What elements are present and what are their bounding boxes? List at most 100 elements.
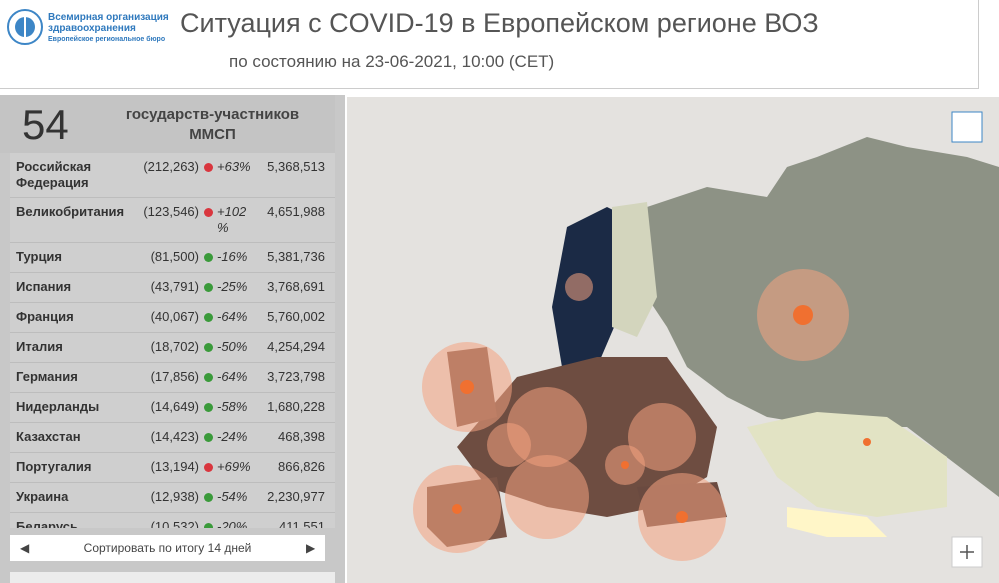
status-dot xyxy=(204,373,213,382)
sort-label[interactable]: Сортировать по итогу 14 дней xyxy=(83,541,252,555)
status-cell xyxy=(199,429,217,446)
country-name: Испания xyxy=(16,279,72,294)
total-cases: 411,551 xyxy=(278,519,325,528)
change: -20% xyxy=(217,519,248,528)
country-name: Турция xyxy=(16,249,63,264)
dots xyxy=(452,305,871,523)
legend-button[interactable] xyxy=(951,111,983,143)
cases-14d: (12,938) xyxy=(150,489,199,504)
total-cases: 468,398 xyxy=(278,429,325,444)
total-cases: 5,760,002 xyxy=(267,309,325,324)
country-name: Украина xyxy=(16,489,69,504)
left-panel: 54 государств-участников ММСП Российская… xyxy=(0,95,345,583)
total-cases: 4,254,294 xyxy=(267,339,325,354)
country-name: Германия xyxy=(16,369,78,384)
cases-14d: (212,263) xyxy=(143,159,199,174)
change: -54% xyxy=(217,489,248,504)
cases-14d: (13,194) xyxy=(150,459,199,474)
total-cases: 866,826 xyxy=(278,459,325,474)
change: -16% xyxy=(217,249,248,264)
country-row: Украина (12,938) -54% 2,230,977 xyxy=(10,483,335,513)
total-cases: 4,651,988 xyxy=(267,204,325,219)
who-emblem xyxy=(7,9,43,45)
total-cases: 2,230,977 xyxy=(267,489,325,504)
status-dot xyxy=(204,163,213,172)
status-dot xyxy=(204,463,213,472)
change: -50% xyxy=(217,339,248,354)
country-row: Португалия (13,194) +69% 866,826 xyxy=(10,453,335,483)
total-cases: 3,723,798 xyxy=(267,369,325,384)
change: +63% xyxy=(217,159,251,174)
status-dot xyxy=(204,523,213,528)
total-cases: 3,768,691 xyxy=(267,279,325,294)
cases-14d: (18,702) xyxy=(150,339,199,354)
total-cases: 5,368,513 xyxy=(267,159,325,174)
status-dot xyxy=(204,283,213,292)
finland xyxy=(612,202,657,337)
country-list: Российская Федерация (212,263) +63% 5,368,5… xyxy=(10,153,335,528)
country-name: Беларусь xyxy=(16,519,78,528)
country-row: Казахстан (14,423) -24% 468,398 xyxy=(10,423,335,453)
country-name: Великобритания xyxy=(16,204,125,219)
country-name: Нидерланды xyxy=(16,399,100,414)
cases-14d: (123,546) xyxy=(143,204,199,219)
status-cell xyxy=(199,279,217,296)
next-card xyxy=(10,572,335,583)
status-cell xyxy=(199,204,217,236)
status-cell xyxy=(199,399,217,416)
status-dot xyxy=(204,253,213,262)
country-row: Испания (43,791) -25% 3,768,691 xyxy=(10,273,335,303)
cases-14d: (43,791) xyxy=(150,279,199,294)
total-cases: 1,680,228 xyxy=(267,399,325,414)
change: -24% xyxy=(217,429,248,444)
status-dot xyxy=(204,403,213,412)
status-cell xyxy=(199,519,217,528)
country-name: Казахстан xyxy=(16,429,81,444)
change: -64% xyxy=(217,309,248,324)
change: -58% xyxy=(217,399,248,414)
change: -64% xyxy=(217,369,248,384)
map xyxy=(347,97,999,583)
status-cell xyxy=(199,459,217,476)
status-cell xyxy=(199,309,217,326)
logo-line: Всемирная организация xyxy=(48,12,169,23)
country-name: Португалия xyxy=(16,459,92,474)
next-button[interactable]: ▶ xyxy=(306,541,316,555)
status-cell xyxy=(199,159,217,191)
country-name: Франция xyxy=(16,309,74,324)
country-row: Италия (18,702) -50% 4,254,294 xyxy=(10,333,335,363)
total-cases: 5,381,736 xyxy=(267,249,325,264)
status-cell xyxy=(199,339,217,356)
status-cell xyxy=(199,369,217,386)
sort-bar: ◀ Сортировать по итогу 14 дней ▶ xyxy=(10,535,325,561)
member-label: государств-участников ММСП xyxy=(125,106,300,143)
prev-button[interactable]: ◀ xyxy=(20,541,30,555)
title: Ситуация с COVID-19 в Европейском регион… xyxy=(180,8,819,38)
change: -25% xyxy=(217,279,248,294)
country-row: Франция (40,067) -64% 5,760,002 xyxy=(10,303,335,333)
header: Всемирная организация здравоохранения Ев… xyxy=(0,0,979,89)
country-row: Российская Федерация (212,263) +63% 5,368,5… xyxy=(10,153,335,198)
status-dot xyxy=(204,313,213,322)
country-row: Нидерланды (14,649) -58% 1,680,228 xyxy=(10,393,335,423)
change: +102 % xyxy=(217,204,247,235)
logo-text: Всемирная организация здравоохранения Ев… xyxy=(48,12,169,45)
country-name: Италия xyxy=(16,339,63,354)
cases-14d: (14,423) xyxy=(150,429,199,444)
status-cell xyxy=(199,489,217,506)
cases-14d: (17,856) xyxy=(150,369,199,384)
cases-14d: (81,500) xyxy=(150,249,199,264)
status-cell xyxy=(199,249,217,266)
change: +69% xyxy=(217,459,251,474)
country-row: Германия (17,856) -64% 3,723,798 xyxy=(10,363,335,393)
member-count: 54 xyxy=(22,101,69,148)
country-name: Российская Федерация xyxy=(16,159,92,190)
country-row: Турция (81,500) -16% 5,381,736 xyxy=(10,243,335,273)
kazakhstan xyxy=(747,412,947,517)
country-row: Великобритания (123,546) +102 % 4,651,988 xyxy=(10,198,335,243)
central-asia xyxy=(787,507,887,537)
status-dot xyxy=(204,208,213,217)
subtitle: по состоянию на 23-06-2021, 10:00 (CET) xyxy=(229,52,555,71)
status-dot xyxy=(204,343,213,352)
